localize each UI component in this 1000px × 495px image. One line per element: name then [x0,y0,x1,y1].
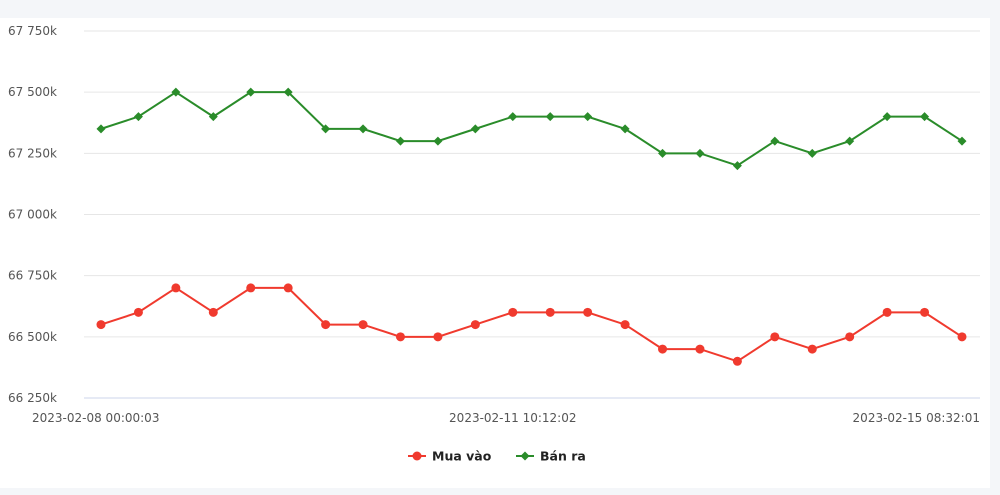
data-point[interactable] [732,161,742,171]
data-point[interactable] [695,148,705,158]
series-1 [96,87,967,171]
x-tick-label: 2023-02-08 00:00:03 [32,411,159,425]
price-line-chart: 66 250k 66 500k 66 750k 67 000k 67 250k 67 50… [8,24,980,464]
legend-label: Mua vào [432,449,492,464]
legend[interactable]: Mua vào Bán ra [408,449,586,464]
data-point[interactable] [395,136,405,146]
legend-marker-icon [412,451,422,461]
data-point[interactable] [545,307,555,317]
legend-marker-icon [520,451,530,461]
data-point[interactable] [246,283,256,293]
data-point[interactable] [658,148,668,158]
data-point[interactable] [658,344,668,354]
data-point[interactable] [171,87,181,97]
data-point[interactable] [620,124,630,134]
data-point[interactable] [957,332,967,342]
data-point[interactable] [770,332,780,342]
data-point[interactable] [695,344,705,354]
data-point[interactable] [395,332,405,342]
data-point[interactable] [358,124,368,134]
data-point[interactable] [283,87,293,97]
data-point[interactable] [882,307,892,317]
series-line [100,90,963,167]
chart-card: 66 250k 66 500k 66 750k 67 000k 67 250k 67 50… [0,18,990,488]
data-point[interactable] [508,307,518,317]
data-point[interactable] [845,136,855,146]
legend-item-1[interactable]: Bán ra [516,449,586,464]
data-point[interactable] [957,136,967,146]
data-point[interactable] [732,356,742,366]
x-tick-label: 2023-02-11 10:12:02 [449,411,576,425]
y-tick-label: 66 750k [8,269,57,283]
data-point[interactable] [96,320,106,330]
y-tick-label: 66 500k [8,330,57,344]
y-axis: 66 250k 66 500k 66 750k 67 000k 67 250k 67 50… [8,24,57,405]
data-point[interactable] [620,320,630,330]
data-point[interactable] [583,307,593,317]
data-point[interactable] [545,112,555,122]
x-axis: 2023-02-08 00:00:03 2023-02-11 10:12:02 20… [32,411,980,425]
series-line [100,286,963,363]
data-point[interactable] [920,112,930,122]
data-point[interactable] [321,320,331,330]
data-point[interactable] [133,112,143,122]
data-point[interactable] [321,124,331,134]
data-point[interactable] [283,283,293,293]
data-point[interactable] [96,124,106,134]
series-0 [96,283,967,366]
y-tick-label: 66 250k [8,391,57,405]
data-point[interactable] [807,344,817,354]
data-point[interactable] [470,124,480,134]
data-point[interactable] [246,87,256,97]
y-tick-label: 67 250k [8,146,57,160]
data-point[interactable] [133,307,143,317]
data-point[interactable] [470,320,480,330]
y-tick-label: 67 500k [8,85,57,99]
x-tick-label: 2023-02-15 08:32:01 [853,411,980,425]
y-tick-label: 67 000k [8,208,57,222]
legend-item-0[interactable]: Mua vào [408,449,492,464]
legend-label: Bán ra [540,449,586,464]
data-point[interactable] [508,112,518,122]
data-point[interactable] [358,320,368,330]
data-point[interactable] [433,332,443,342]
data-point[interactable] [882,112,892,122]
data-point[interactable] [845,332,855,342]
data-point[interactable] [208,112,218,122]
data-point[interactable] [171,283,181,293]
data-point[interactable] [433,136,443,146]
data-point[interactable] [807,148,817,158]
y-tick-label: 67 750k [8,24,57,38]
series-lines [96,87,967,366]
data-point[interactable] [770,136,780,146]
grid [84,30,980,399]
data-point[interactable] [208,307,218,317]
data-point[interactable] [583,112,593,122]
data-point[interactable] [920,307,930,317]
